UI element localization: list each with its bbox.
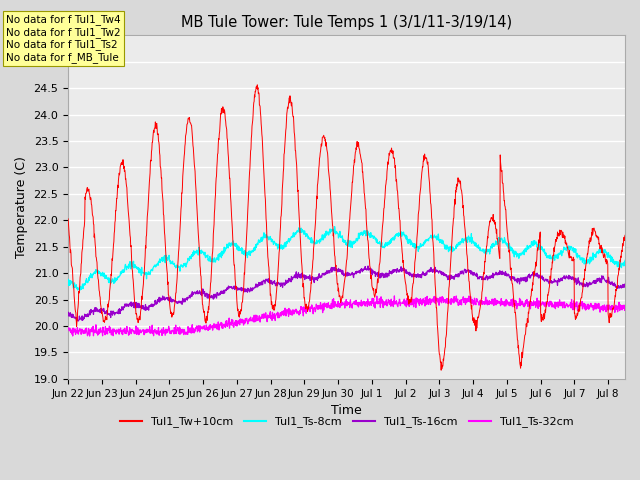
X-axis label: Time: Time: [332, 404, 362, 417]
Text: No data for f Tul1_Tw4
No data for f Tul1_Tw2
No data for f Tul1_Ts2
No data for: No data for f Tul1_Tw4 No data for f Tul…: [6, 14, 121, 63]
Title: MB Tule Tower: Tule Temps 1 (3/1/11-3/19/14): MB Tule Tower: Tule Temps 1 (3/1/11-3/19…: [181, 15, 512, 30]
Legend: Tul1_Tw+10cm, Tul1_Ts-8cm, Tul1_Ts-16cm, Tul1_Ts-32cm: Tul1_Tw+10cm, Tul1_Ts-8cm, Tul1_Ts-16cm,…: [115, 412, 578, 432]
Y-axis label: Temperature (C): Temperature (C): [15, 156, 28, 258]
